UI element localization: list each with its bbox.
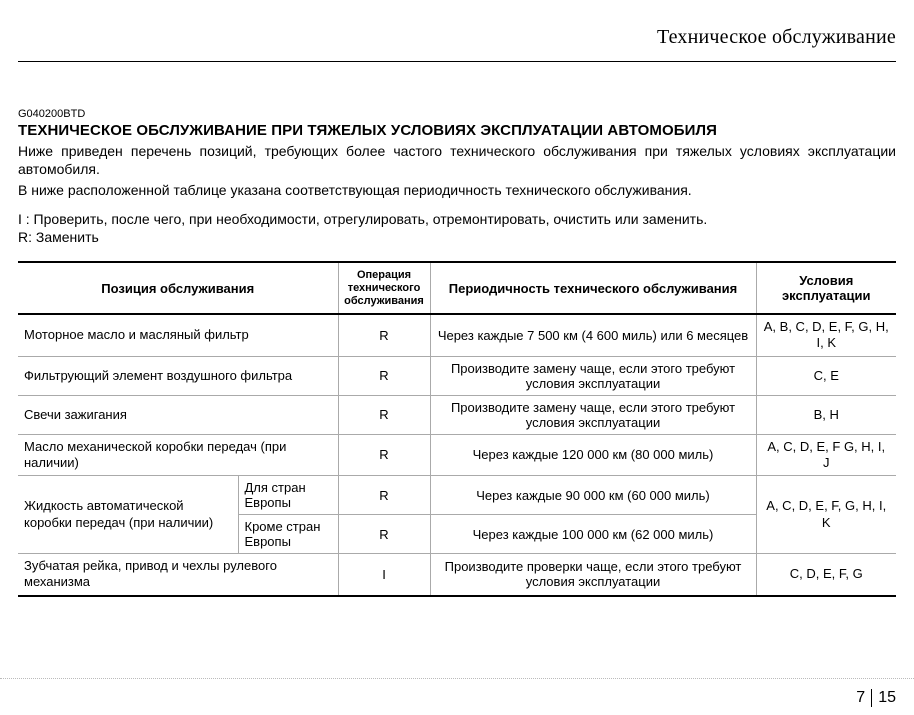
item-cell: Масло механической коробки передач (при …	[18, 434, 338, 476]
col-header-operation: Операция технического обслуживания	[338, 262, 430, 314]
item-cell: Зубчатая рейка, привод и чехлы рулевого …	[18, 554, 338, 596]
legend-i: I : Проверить, после чего, при необходим…	[18, 210, 896, 229]
table-row: Масло механической коробки передач (при …	[18, 434, 896, 476]
table-row: Жидкость автоматической коробки передач …	[18, 476, 896, 515]
period-cell: Через каждые 100 000 км (62 000 миль)	[430, 515, 756, 554]
footer-section-number: 7	[856, 689, 872, 707]
page-footer: 7 15	[856, 689, 896, 707]
period-cell: Производите замену чаще, если этого треб…	[430, 356, 756, 395]
intro-paragraph-2: В ниже расположенной таблице указана соо…	[18, 182, 896, 200]
subitem-cell: Кроме стран Европы	[238, 515, 338, 554]
conditions-cell: B, H	[756, 395, 896, 434]
maintenance-table: Позиция обслуживания Операция техническо…	[18, 261, 896, 596]
period-cell: Через каждые 90 000 км (60 000 миль)	[430, 476, 756, 515]
intro-paragraph-1: Ниже приведен перечень позиций, требующи…	[18, 143, 896, 178]
footer-page-number: 15	[878, 689, 896, 706]
conditions-cell: A, B, C, D, E, F, G, H, I, K	[756, 314, 896, 356]
document-code: G040200BTD	[18, 108, 896, 120]
operation-cell: I	[338, 554, 430, 596]
operation-cell: R	[338, 434, 430, 476]
operation-cell: R	[338, 476, 430, 515]
item-cell: Фильтрующий элемент воздушного фильтра	[18, 356, 338, 395]
operation-cell: R	[338, 395, 430, 434]
table-row: Зубчатая рейка, привод и чехлы рулевого …	[18, 554, 896, 596]
legend-r: R: Заменить	[18, 228, 896, 247]
table-row: Моторное масло и масляный фильтр R Через…	[18, 314, 896, 356]
operation-cell: R	[338, 314, 430, 356]
conditions-cell: A, C, D, E, F, G, H, I, K	[756, 476, 896, 554]
operation-cell: R	[338, 356, 430, 395]
table-header-row: Позиция обслуживания Операция техническо…	[18, 262, 896, 314]
period-cell: Производите замену чаще, если этого треб…	[430, 395, 756, 434]
col-header-period: Периодичность технического обслуживания	[430, 262, 756, 314]
legend: I : Проверить, после чего, при необходим…	[18, 210, 896, 248]
period-cell: Производите проверки чаще, если этого тр…	[430, 554, 756, 596]
col-header-item: Позиция обслуживания	[18, 262, 338, 314]
item-cell: Свечи зажигания	[18, 395, 338, 434]
col-header-conditions: Условия эксплуатации	[756, 262, 896, 314]
period-cell: Через каждые 7 500 км (4 600 миль) или 6…	[430, 314, 756, 356]
item-cell: Жидкость автоматической коробки передач …	[18, 476, 238, 554]
header-rule	[18, 61, 896, 62]
period-cell: Через каждые 120 000 км (80 000 миль)	[430, 434, 756, 476]
table-row: Свечи зажигания R Производите замену чащ…	[18, 395, 896, 434]
table-row: Фильтрующий элемент воздушного фильтра R…	[18, 356, 896, 395]
page: Техническое обслуживание G040200BTD ТЕХН…	[0, 0, 914, 715]
running-header: Техническое обслуживание	[18, 26, 896, 51]
subitem-cell: Для стран Европы	[238, 476, 338, 515]
conditions-cell: C, E	[756, 356, 896, 395]
document-title: ТЕХНИЧЕСКОЕ ОБСЛУЖИВАНИЕ ПРИ ТЯЖЕЛЫХ УСЛ…	[18, 122, 896, 139]
item-cell: Моторное масло и масляный фильтр	[18, 314, 338, 356]
operation-cell: R	[338, 515, 430, 554]
conditions-cell: C, D, E, F, G	[756, 554, 896, 596]
conditions-cell: A, C, D, E, F G, H, I, J	[756, 434, 896, 476]
page-cut-line	[0, 678, 914, 679]
